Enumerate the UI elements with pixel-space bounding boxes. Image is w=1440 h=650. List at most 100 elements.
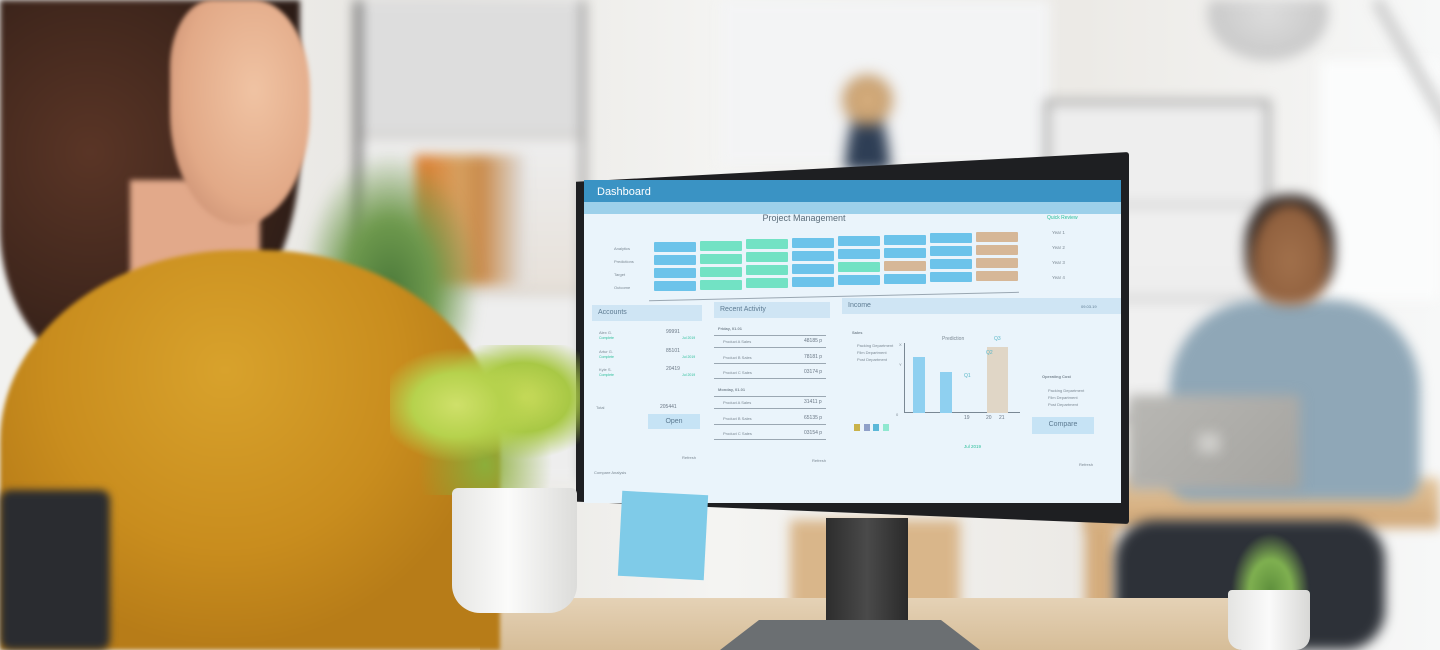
- activity-label: Product C Sales: [723, 370, 752, 375]
- task-cell[interactable]: [976, 244, 1018, 255]
- sticky-note: [617, 490, 709, 581]
- row-label: Outcome: [614, 285, 631, 290]
- activity-value: 03154 p: [804, 430, 823, 436]
- legend-swatch[interactable]: [854, 424, 860, 431]
- task-cell[interactable]: [654, 281, 696, 291]
- background-person: [835, 70, 900, 170]
- prediction-label: Prediction: [942, 336, 965, 342]
- y-label: X: [899, 342, 902, 347]
- task-cell[interactable]: [746, 278, 788, 288]
- operating-cost-label: Operating Cost: [1042, 374, 1071, 379]
- account-name: Kyle S.: [599, 367, 612, 372]
- year-label[interactable]: Year 1: [1052, 230, 1065, 235]
- divider: [714, 378, 826, 379]
- monitor-stand: [826, 518, 908, 640]
- account-date: Jul 2019: [682, 354, 696, 359]
- laptop-logo: [1198, 433, 1220, 453]
- compare-button[interactable]: Compare: [1032, 417, 1094, 434]
- activity-label: Product A Sales: [723, 400, 752, 405]
- activity-value: 48185 p: [804, 338, 823, 344]
- desk-lamp: [1198, 0, 1338, 68]
- plant-pot: [452, 488, 577, 613]
- account-status[interactable]: Complete: [599, 354, 614, 359]
- task-cell[interactable]: [884, 234, 926, 245]
- task-cell[interactable]: [976, 257, 1018, 268]
- x-tick: 21: [999, 415, 1005, 421]
- account-status[interactable]: Complete: [599, 373, 614, 377]
- account-value: 99991: [666, 329, 680, 335]
- department-label: Post Department: [857, 357, 888, 362]
- task-cell[interactable]: [930, 259, 972, 269]
- task-cell[interactable]: [746, 252, 788, 262]
- task-cell[interactable]: [792, 276, 834, 287]
- activity-label: Product A Sales: [723, 339, 752, 344]
- task-cell[interactable]: [746, 239, 788, 249]
- man-head: [1245, 195, 1335, 305]
- task-cell[interactable]: [654, 255, 696, 265]
- quick-review-link[interactable]: Quick Review: [1047, 215, 1078, 221]
- task-cell[interactable]: [654, 242, 696, 252]
- small-pot: [1228, 590, 1310, 650]
- task-cell[interactable]: [700, 266, 742, 277]
- account-date: Jul 2019: [682, 336, 696, 340]
- task-cell[interactable]: [746, 265, 788, 275]
- task-cell[interactable]: [838, 249, 880, 259]
- task-cell[interactable]: [838, 262, 880, 272]
- activity-label: Product B Sales: [723, 415, 752, 421]
- account-value: 20419: [666, 366, 680, 372]
- quarter-label: Q1: [964, 373, 971, 379]
- task-cell[interactable]: [792, 250, 834, 261]
- task-cell[interactable]: [884, 247, 926, 258]
- dashboard-header: [584, 180, 1121, 202]
- sales-label: Sales: [852, 330, 863, 335]
- accounts-refresh[interactable]: Refresh: [682, 455, 697, 460]
- dashboard-subnav: [584, 202, 1121, 214]
- compare-analysis-link[interactable]: Compare Analysis: [594, 470, 627, 475]
- task-cell[interactable]: [884, 273, 926, 284]
- chart-bar: [940, 372, 952, 413]
- account-name: Artur G.: [599, 348, 614, 354]
- task-cell[interactable]: [930, 233, 972, 243]
- monitor-base: [720, 620, 980, 650]
- account-status[interactable]: Complete: [599, 336, 614, 340]
- legend-swatch[interactable]: [882, 424, 889, 431]
- task-cell[interactable]: [976, 231, 1018, 242]
- divider: [714, 347, 826, 348]
- y-label: Y: [899, 362, 902, 367]
- monitor-screen: Dashboard Project Management Quick Revie…: [584, 180, 1121, 503]
- activity-day: Friday, 01.01: [718, 326, 742, 331]
- task-cell[interactable]: [838, 275, 880, 285]
- task-cell[interactable]: [700, 240, 742, 251]
- task-cell[interactable]: [838, 236, 880, 246]
- task-cell[interactable]: [700, 253, 742, 264]
- income-refresh[interactable]: Refresh: [1079, 462, 1094, 467]
- task-cell[interactable]: [792, 263, 834, 274]
- task-cell[interactable]: [700, 279, 742, 290]
- divider: [714, 423, 826, 425]
- year-label[interactable]: Year 3: [1052, 260, 1065, 265]
- legend-swatch[interactable]: [863, 424, 870, 431]
- desk-plant: [390, 345, 580, 495]
- account-name: Alex G.: [599, 330, 613, 335]
- income-period: Jul 2019: [964, 444, 982, 449]
- divider: [714, 396, 826, 397]
- task-cell[interactable]: [792, 237, 834, 248]
- open-button[interactable]: Open: [648, 414, 700, 429]
- task-cell[interactable]: [654, 268, 696, 278]
- project-management-title: Project Management: [762, 213, 846, 223]
- task-cell[interactable]: [884, 260, 926, 271]
- department-label: Film Department: [857, 350, 887, 355]
- task-cell[interactable]: [930, 246, 972, 256]
- year-label[interactable]: Year 2: [1052, 245, 1065, 250]
- divider: [714, 439, 826, 440]
- x-tick: 19: [964, 415, 970, 421]
- accounts-header: Accounts: [592, 305, 702, 321]
- legend-swatch[interactable]: [873, 424, 879, 431]
- activity-value: 65135 p: [804, 414, 823, 421]
- task-cell[interactable]: [930, 272, 972, 282]
- prediction-chart-axes: [904, 343, 1020, 413]
- task-cell[interactable]: [976, 270, 1018, 281]
- year-label[interactable]: Year 4: [1052, 275, 1065, 280]
- divider: [714, 335, 826, 336]
- recent-activity-refresh[interactable]: Refresh: [812, 458, 827, 463]
